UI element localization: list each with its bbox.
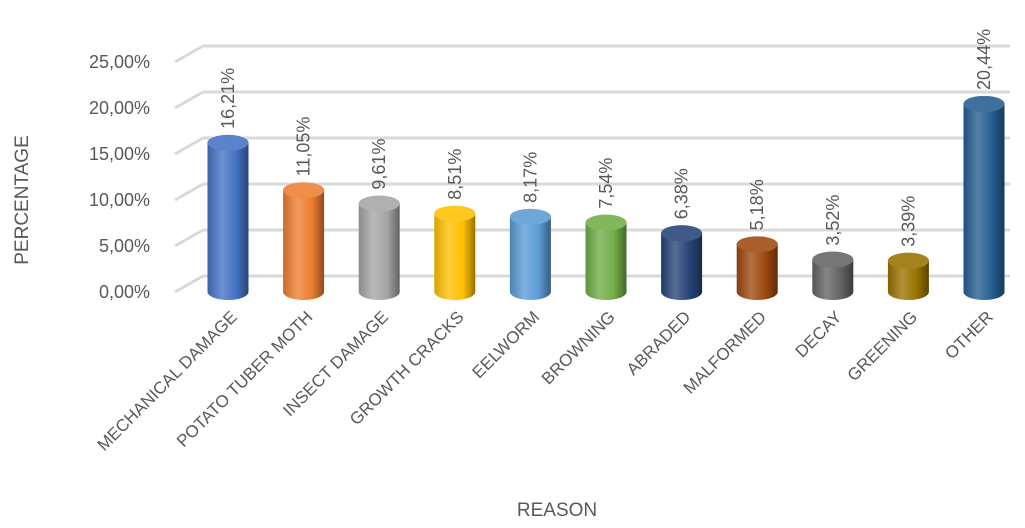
gridline	[174, 44, 1010, 64]
bar-top	[585, 214, 627, 231]
data-label: 3,39%	[898, 196, 918, 247]
data-label: 16,21%	[218, 68, 238, 129]
y-tick-label: 0,00%	[99, 282, 150, 302]
x-axis-title: REASON	[517, 500, 597, 521]
x-tick-label: ABRADED	[623, 307, 695, 379]
bar-body	[434, 205, 476, 300]
bar-greening	[887, 252, 929, 300]
y-tick-label: 15,00%	[89, 144, 150, 164]
bar-top	[434, 205, 476, 222]
x-tick-label: BROWNING	[538, 307, 619, 388]
x-tick-label: POTATO TUBER MOTH	[173, 307, 316, 450]
x-tick-label: EELWORM	[469, 307, 544, 382]
data-label: 20,44%	[974, 29, 994, 90]
bar-body	[585, 214, 627, 300]
gridline	[174, 136, 1010, 156]
bar-insect-damage	[358, 195, 400, 300]
y-tick-label: 10,00%	[89, 190, 150, 210]
bar-body	[358, 195, 400, 300]
bar-top	[283, 182, 325, 199]
bar-top	[963, 95, 1005, 112]
y-axis-title: PERCENTAGE	[12, 135, 33, 265]
data-label: 6,38%	[672, 168, 692, 219]
bar-other	[963, 95, 1005, 301]
bar-body	[509, 208, 551, 300]
bar-potato-tuber-moth	[283, 182, 325, 300]
x-tick-label: GREENING	[844, 307, 922, 385]
bars	[207, 95, 1005, 301]
data-label: 5,18%	[747, 179, 767, 230]
bar-eelworm	[509, 208, 551, 300]
bar-decay	[812, 251, 854, 300]
bar-body	[963, 95, 1005, 301]
bar-top	[661, 225, 703, 242]
y-tick-label: 25,00%	[89, 52, 150, 72]
gridline	[174, 182, 1010, 202]
data-label: 7,54%	[596, 158, 616, 209]
x-tick-label: MECHANICAL DAMAGE	[94, 307, 241, 454]
gridline	[174, 90, 1010, 110]
bar-body	[661, 225, 703, 300]
bar-abraded	[661, 225, 703, 300]
y-tick-labels: 0,00% 5,00% 10,00% 15,00% 20,00% 25,00%	[89, 52, 150, 302]
bar-malformed	[736, 236, 778, 300]
y-tick-label: 5,00%	[99, 236, 150, 256]
bar-top	[812, 251, 854, 268]
bar-top	[736, 236, 778, 253]
data-label: 11,05%	[294, 117, 314, 177]
bar-top	[887, 252, 929, 269]
bar-body	[207, 134, 249, 300]
bar-mechanical-damage	[207, 134, 249, 300]
data-label: 3,52%	[823, 195, 843, 246]
x-tick-label: DECAY	[792, 307, 846, 361]
x-tick-label: OTHER	[941, 307, 997, 363]
y-tick-label: 20,00%	[89, 98, 150, 118]
bar-browning	[585, 214, 627, 300]
bar-top	[207, 134, 249, 151]
bar-top	[358, 195, 400, 212]
gridlines	[174, 44, 1010, 294]
data-label: 9,61%	[369, 139, 389, 190]
data-label: 8,17%	[520, 152, 540, 203]
data-label: 8,51%	[445, 149, 465, 200]
bar-body	[283, 182, 325, 300]
bar-top	[509, 208, 551, 225]
bar-body	[736, 236, 778, 300]
bar-growth-cracks	[434, 205, 476, 300]
data-labels: 16,21% 11,05% 9,61% 8,51% 8,17% 7,54% 6,38% 5,1…	[218, 29, 994, 247]
